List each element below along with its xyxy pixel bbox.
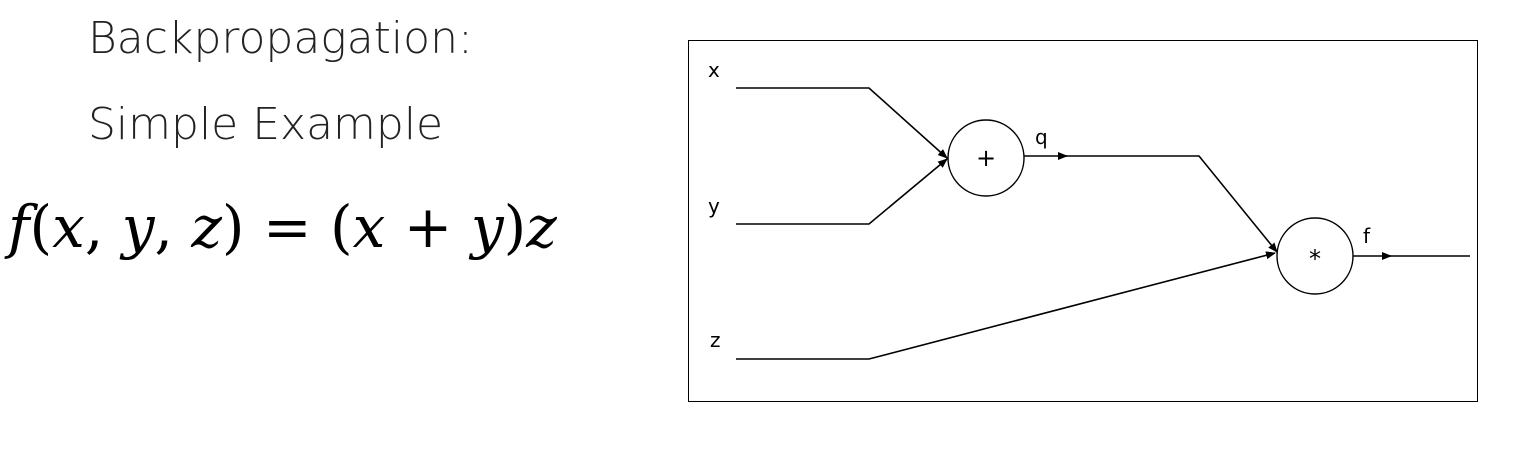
computational-graph: + * x y z q f: [688, 40, 1478, 402]
add-node-symbol: +: [976, 144, 996, 172]
eq-rhs-z: z: [526, 193, 557, 261]
eq-arg-x: x: [52, 193, 85, 261]
equation: f(x, y, z) = (x + y)z: [8, 193, 557, 261]
output-label-q: q: [1035, 125, 1048, 149]
slide-title-line-1: Backpropagation:: [88, 13, 473, 64]
wire-q-to-mul: [1064, 155, 1278, 253]
eq-function-name: f: [8, 193, 30, 261]
wire-y-to-add: [736, 158, 948, 225]
multiply-node: [1276, 217, 1354, 295]
input-label-x: x: [708, 58, 720, 82]
eq-rhs-y: y: [470, 193, 504, 261]
add-node: [947, 119, 1025, 197]
wire-x-to-add: [736, 87, 948, 159]
output-label-f: f: [1363, 224, 1371, 248]
eq-arg-z: z: [191, 193, 222, 261]
input-label-y: y: [708, 194, 720, 218]
slide-title-line-2: Simple Example: [88, 99, 444, 150]
eq-rhs-x: x: [352, 193, 386, 261]
multiply-node-symbol: *: [1309, 245, 1321, 273]
eq-arg-y: y: [121, 193, 155, 261]
graph-canvas: + * x y z q f: [708, 58, 1470, 360]
input-label-z: z: [710, 328, 721, 352]
wire-z-to-mul: [736, 251, 1276, 360]
